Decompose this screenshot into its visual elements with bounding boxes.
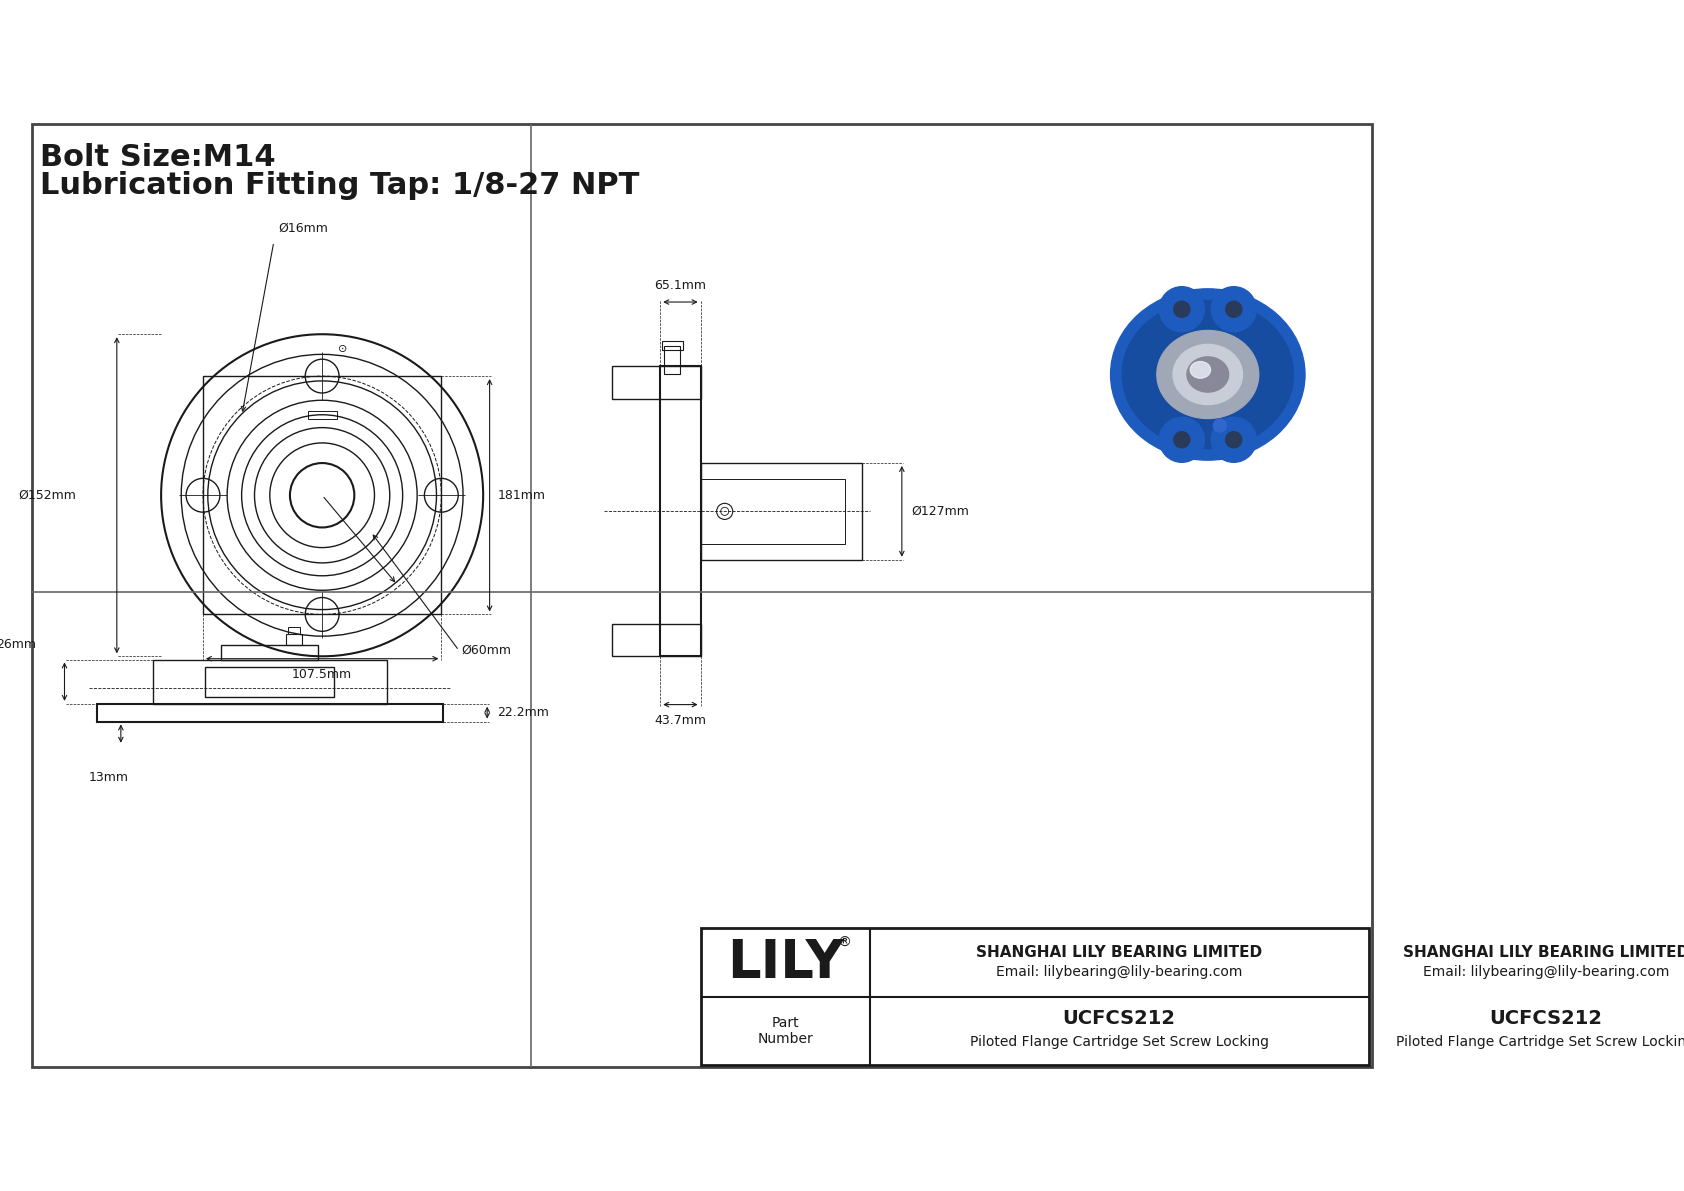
Circle shape — [1211, 287, 1256, 332]
Bar — [662, 341, 682, 350]
Text: 13mm: 13mm — [89, 772, 128, 785]
Bar — [308, 411, 337, 419]
Text: UCFCS212: UCFCS212 — [1063, 1009, 1175, 1028]
Bar — [204, 376, 441, 615]
Circle shape — [1226, 301, 1241, 317]
Bar — [611, 367, 701, 399]
Circle shape — [1174, 431, 1191, 448]
Text: Bolt Size:M14: Bolt Size:M14 — [40, 143, 276, 172]
Text: 65.1mm: 65.1mm — [655, 280, 706, 292]
Bar — [701, 479, 845, 543]
Bar — [701, 463, 862, 560]
Text: 181mm: 181mm — [498, 488, 546, 501]
Text: ®: ® — [837, 936, 850, 950]
Circle shape — [1214, 419, 1226, 432]
Bar — [611, 624, 701, 656]
Bar — [286, 634, 301, 646]
Circle shape — [1159, 417, 1204, 462]
Text: Part
Number: Part Number — [758, 1016, 813, 1046]
Bar — [288, 628, 300, 634]
Bar — [660, 367, 701, 656]
Text: UCFCS212: UCFCS212 — [1489, 1009, 1603, 1028]
Ellipse shape — [1191, 362, 1211, 379]
Bar — [153, 660, 387, 704]
Text: Ø16mm: Ø16mm — [278, 223, 328, 235]
Bar — [96, 704, 443, 722]
Text: LILY: LILY — [727, 936, 844, 989]
Ellipse shape — [1157, 331, 1258, 418]
Bar — [663, 347, 680, 374]
Text: 22.2mm: 22.2mm — [497, 706, 549, 719]
Circle shape — [1226, 431, 1241, 448]
Bar — [205, 667, 333, 698]
Circle shape — [1174, 301, 1191, 317]
Text: SHANGHAI LILY BEARING LIMITED: SHANGHAI LILY BEARING LIMITED — [1403, 946, 1684, 960]
Text: Email: lilybearing@lily-bearing.com: Email: lilybearing@lily-bearing.com — [1423, 965, 1669, 979]
Text: 26mm: 26mm — [0, 638, 37, 651]
Ellipse shape — [1122, 300, 1293, 449]
Text: SHANGHAI LILY BEARING LIMITED: SHANGHAI LILY BEARING LIMITED — [977, 946, 1263, 960]
Text: Piloted Flange Cartridge Set Screw Locking: Piloted Flange Cartridge Set Screw Locki… — [1396, 1035, 1684, 1049]
Text: 107.5mm: 107.5mm — [291, 668, 352, 681]
Circle shape — [1159, 287, 1204, 332]
Ellipse shape — [1174, 344, 1243, 405]
Text: Ø152mm: Ø152mm — [19, 488, 76, 501]
Text: 43.7mm: 43.7mm — [655, 715, 706, 728]
Bar — [701, 929, 1369, 1065]
Ellipse shape — [1110, 289, 1305, 460]
Ellipse shape — [1187, 357, 1229, 392]
Text: Lubrication Fitting Tap: 1/8-27 NPT: Lubrication Fitting Tap: 1/8-27 NPT — [40, 170, 640, 200]
Text: ⊙: ⊙ — [337, 344, 347, 354]
Bar — [222, 646, 318, 660]
Text: Ø127mm: Ø127mm — [911, 505, 970, 518]
Text: Ø60mm: Ø60mm — [461, 644, 512, 657]
Circle shape — [1211, 417, 1256, 462]
Text: Email: lilybearing@lily-bearing.com: Email: lilybearing@lily-bearing.com — [995, 965, 1243, 979]
Text: Piloted Flange Cartridge Set Screw Locking: Piloted Flange Cartridge Set Screw Locki… — [970, 1035, 1268, 1049]
